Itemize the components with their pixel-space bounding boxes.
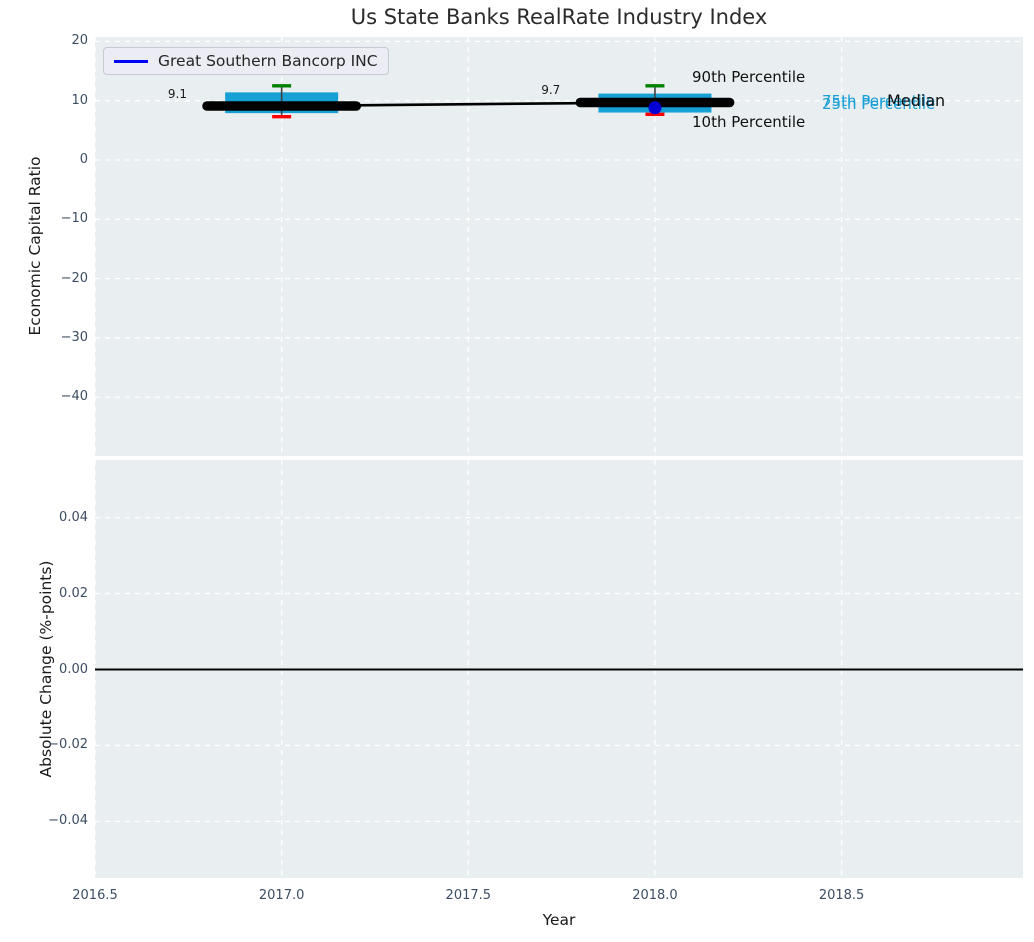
x-tick-label: 2017.0 (258, 888, 305, 903)
x-tick-label: 2017.5 (445, 888, 492, 903)
y-tick-label: 0.02 (59, 585, 88, 601)
y-tick-label: 0.00 (59, 661, 88, 677)
y-tick-label: −0.02 (48, 737, 88, 753)
annotation-90th-percentile: 90th Percentile (692, 68, 806, 86)
median-value-label: 9.1 (167, 87, 187, 102)
x-axis-label: Year (542, 911, 576, 929)
y-tick-label: −10 (60, 211, 88, 227)
y-tick-label: −30 (60, 329, 88, 345)
y-tick-label: −40 (60, 389, 88, 405)
x-tick-label: 2018.0 (632, 888, 678, 903)
y-tick-label: −0.04 (48, 813, 88, 829)
y-axis-label-top: Economic Capital Ratio (26, 156, 44, 336)
top-plot-canvas (95, 37, 1023, 456)
y-tick-label: 0 (79, 152, 88, 167)
y-tick-label: 20 (71, 33, 88, 49)
company-line-swatch (114, 59, 148, 63)
y-tick-label: 0.04 (59, 509, 88, 525)
annotation-median: Median (887, 91, 946, 110)
economic-capital-ratio-plot (95, 37, 1023, 456)
y-tick-label: 10 (71, 92, 88, 108)
annotation-75th-percentile: 75th Percentile (822, 92, 936, 110)
absolute-change-plot (95, 460, 1023, 878)
legend-label: Great Southern Bancorp INC (158, 52, 378, 70)
chart-title: Us State Banks RealRate Industry Index (350, 5, 768, 29)
annotation-25th-percentile: 25th Percentile (822, 95, 936, 113)
company-marker (648, 101, 662, 115)
bottom-plot-canvas (95, 460, 1023, 878)
median-value-label: 9.7 (541, 83, 561, 98)
annotation-10th-percentile: 10th Percentile (692, 113, 806, 131)
x-tick-label: 2018.5 (818, 888, 865, 903)
x-tick-label: 2016.5 (72, 888, 118, 903)
y-tick-label: −20 (60, 270, 88, 286)
legend: Great Southern Bancorp INC (103, 47, 389, 75)
